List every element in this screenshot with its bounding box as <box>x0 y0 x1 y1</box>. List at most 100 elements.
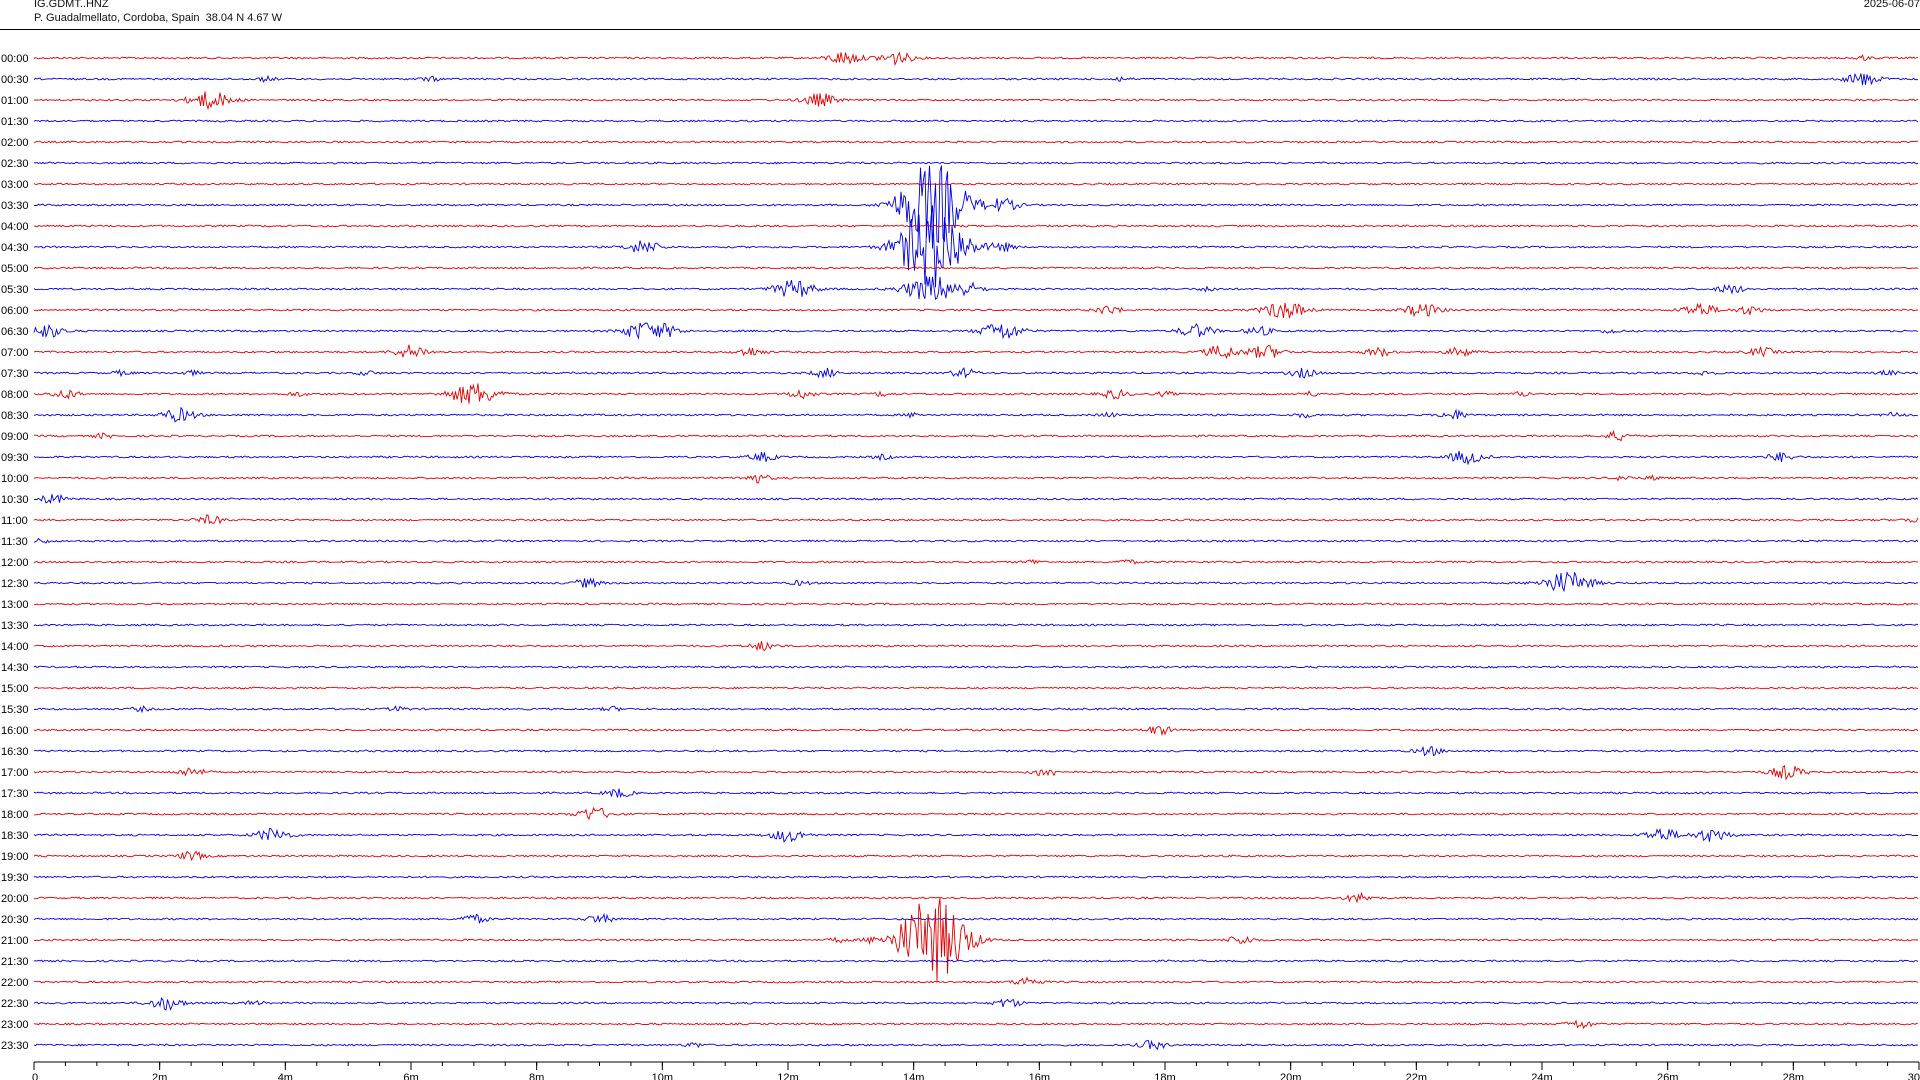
x-tick-label: 6m <box>403 1072 418 1080</box>
trace-row: 14:00 <box>1 641 1919 653</box>
trace-row: 16:00 <box>1 725 1919 737</box>
trace-row: 20:00 <box>1 891 1919 905</box>
seismic-trace <box>33 161 1919 165</box>
row-time-label: 04:30 <box>1 242 29 254</box>
trace-row: 02:00 <box>1 137 1919 149</box>
seismic-trace <box>33 322 1919 340</box>
row-time-label: 01:00 <box>1 95 29 107</box>
row-time-label: 06:30 <box>1 326 29 338</box>
date-label: 2025-06-07 <box>1863 0 1920 10</box>
time-axis: 0 2m 4m 6m 8m 10m 12m 14m 16m 18m 20m 22m 24m 26m 28m 3… <box>32 1061 1920 1080</box>
seismic-trace <box>33 450 1919 466</box>
seismic-trace <box>33 850 1919 862</box>
row-time-label: 11:30 <box>1 536 28 548</box>
seismic-trace <box>33 474 1919 484</box>
seismic-trace <box>33 558 1919 565</box>
trace-row: 00:30 <box>1 72 1919 86</box>
row-time-label: 01:30 <box>1 116 29 128</box>
row-time-label: 15:30 <box>1 704 29 716</box>
trace-row: 22:00 <box>1 976 1919 989</box>
row-time-label: 19:00 <box>1 851 29 863</box>
row-time-label: 02:00 <box>1 137 29 149</box>
trace-row: 11:00 <box>1 514 1919 527</box>
trace-row: 08:00 <box>1 383 1919 404</box>
x-tick-label: 10m <box>652 1072 673 1080</box>
trace-row: 01:00 <box>1 91 1919 111</box>
trace-row: 14:30 <box>1 662 1919 674</box>
seismic-trace <box>33 997 1919 1011</box>
x-tick-label: 20m <box>1280 1072 1301 1080</box>
row-time-label: 14:00 <box>1 641 29 653</box>
x-tick-label: 14m <box>903 1072 924 1080</box>
x-tick-label: 26m <box>1657 1072 1678 1080</box>
seismic-trace <box>33 276 1919 300</box>
seismic-trace <box>33 623 1919 627</box>
seismic-trace <box>33 514 1919 525</box>
seismic-trace <box>33 182 1919 186</box>
x-tick-label: 28m <box>1783 1072 1804 1080</box>
row-time-label: 03:30 <box>1 200 29 212</box>
trace-row: 10:00 <box>1 473 1919 485</box>
seismic-trace <box>33 140 1919 144</box>
x-tick-label: 12m <box>777 1072 798 1080</box>
x-tick-label: 18m <box>1154 1072 1175 1080</box>
seismic-trace <box>33 1019 1919 1030</box>
seismic-trace <box>33 912 1919 924</box>
trace-row: 22:30 <box>1 997 1919 1011</box>
row-time-label: 23:30 <box>1 1040 29 1052</box>
trace-row: 17:00 <box>1 765 1919 781</box>
trace-row: 12:00 <box>1 557 1919 569</box>
row-time-label: 20:30 <box>1 914 29 926</box>
row-time-label: 20:00 <box>1 893 29 905</box>
row-time-label: 12:00 <box>1 557 29 569</box>
row-time-label: 22:00 <box>1 977 29 989</box>
seismic-trace <box>33 224 1919 228</box>
trace-row: 11:30 <box>1 536 1919 548</box>
row-time-label: 07:00 <box>1 347 29 359</box>
trace-row: 07:00 <box>1 344 1919 360</box>
seismic-trace <box>33 119 1919 123</box>
x-tick-label: 22m <box>1406 1072 1427 1080</box>
trace-row: 05:00 <box>1 263 1919 275</box>
trace-row: 07:30 <box>1 367 1919 380</box>
seismic-trace <box>33 165 1919 249</box>
row-time-label: 13:30 <box>1 620 29 632</box>
row-time-label: 17:00 <box>1 767 29 779</box>
trace-row: 04:00 <box>1 221 1919 233</box>
row-time-label: 18:00 <box>1 809 29 821</box>
seismic-trace <box>33 383 1919 404</box>
trace-row: 17:30 <box>1 788 1919 800</box>
trace-row: 02:30 <box>1 158 1919 170</box>
row-time-label: 09:30 <box>1 452 29 464</box>
row-time-label: 02:30 <box>1 158 29 170</box>
seismic-trace <box>33 726 1919 737</box>
seismic-trace <box>33 897 1919 983</box>
row-time-label: 13:00 <box>1 599 29 611</box>
station-location: P. Guadalmellato, Cordoba, Spain 38.04 N… <box>34 12 283 24</box>
seismic-trace <box>33 875 1919 879</box>
trace-row: 03:00 <box>1 179 1919 191</box>
trace-row: 05:30 <box>1 276 1919 300</box>
seismic-trace <box>33 959 1919 963</box>
row-time-label: 08:00 <box>1 389 29 401</box>
row-time-label: 12:30 <box>1 578 29 590</box>
seismic-trace <box>33 266 1919 270</box>
trace-row: 19:30 <box>1 872 1919 884</box>
seismic-trace <box>33 344 1919 360</box>
row-time-label: 03:00 <box>1 179 29 191</box>
trace-row: 09:00 <box>1 429 1919 443</box>
trace-row: 18:30 <box>1 827 1919 843</box>
x-tick-label: 30 <box>1908 1072 1920 1080</box>
trace-rows: 00:00 00:30 01:00 01:30 02:00 02:30 03:00 03:30… <box>1 51 1919 1052</box>
row-time-label: 05:30 <box>1 284 29 296</box>
seismic-trace <box>33 1039 1919 1051</box>
row-time-label: 05:00 <box>1 263 29 275</box>
trace-row: 10:30 <box>1 493 1919 506</box>
trace-row: 16:30 <box>1 745 1919 758</box>
seismic-trace <box>33 976 1919 985</box>
x-tick-label: 24m <box>1531 1072 1552 1080</box>
row-time-label: 07:30 <box>1 368 29 380</box>
seismic-trace <box>33 406 1919 423</box>
